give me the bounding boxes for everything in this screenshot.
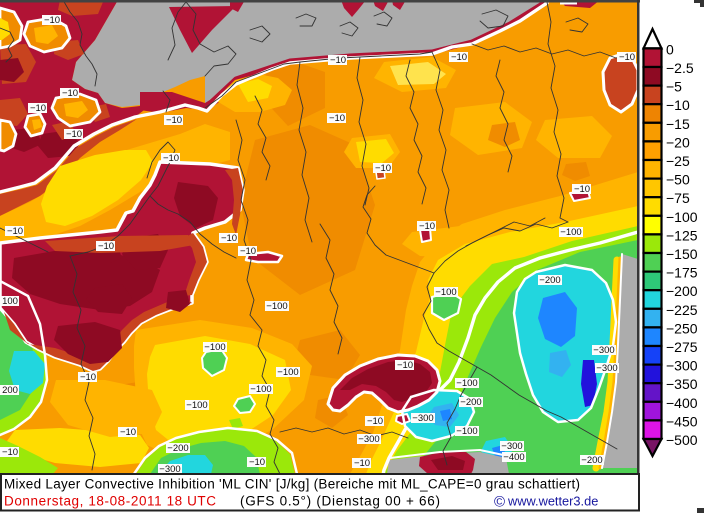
svg-text:−275: −275 <box>666 339 698 355</box>
svg-text:−10: −10 <box>240 246 256 257</box>
svg-text:−200: −200 <box>666 283 698 299</box>
svg-text:−300: −300 <box>593 345 614 356</box>
svg-text:−200: −200 <box>581 455 602 466</box>
svg-text:−400: −400 <box>666 395 698 411</box>
svg-text:−10: −10 <box>397 360 413 371</box>
svg-text:−100: −100 <box>250 384 271 395</box>
svg-text:−250: −250 <box>666 320 698 336</box>
svg-text:©: © <box>494 494 505 511</box>
svg-text:−300: −300 <box>358 434 379 445</box>
svg-text:−100: −100 <box>666 209 698 225</box>
svg-text:−300: −300 <box>159 464 180 475</box>
svg-text:−100: −100 <box>186 400 207 411</box>
svg-text:−100: −100 <box>560 227 581 238</box>
svg-text:−125: −125 <box>666 227 698 243</box>
svg-text:−10: −10 <box>375 163 391 174</box>
svg-text:−10: −10 <box>419 221 435 232</box>
svg-text:−300: −300 <box>596 363 617 374</box>
svg-text:−10: −10 <box>7 226 23 237</box>
svg-text:−10: −10 <box>80 372 96 383</box>
svg-text:−100: −100 <box>456 426 477 437</box>
svg-text:200: 200 <box>2 385 18 396</box>
svg-text:−25: −25 <box>666 153 690 169</box>
svg-text:−20: −20 <box>666 134 690 150</box>
svg-text:−10: −10 <box>329 113 345 124</box>
svg-text:−450: −450 <box>666 413 698 429</box>
svg-text:Mixed Layer Convective Inhibit: Mixed Layer Convective Inhibition 'ML CI… <box>4 477 580 492</box>
svg-text:−10: −10 <box>574 184 590 195</box>
svg-text:−10: −10 <box>163 153 179 164</box>
svg-text:−50: −50 <box>666 172 690 188</box>
svg-text:−10: −10 <box>44 15 60 26</box>
svg-text:−100: −100 <box>456 378 477 389</box>
svg-text:(GFS 0.5°) (Dienstag 00 + 66): (GFS 0.5°) (Dienstag 00 + 66) <box>240 494 440 509</box>
svg-text:−400: −400 <box>503 452 524 463</box>
svg-text:−200: −200 <box>539 275 560 286</box>
svg-text:−75: −75 <box>666 190 690 206</box>
svg-text:−10: −10 <box>98 241 114 252</box>
svg-text:−100: −100 <box>277 367 298 378</box>
svg-text:−10: −10 <box>619 52 635 63</box>
svg-text:−5: −5 <box>666 79 682 95</box>
svg-text:−10: −10 <box>367 416 383 427</box>
svg-text:−300: −300 <box>412 413 433 424</box>
svg-text:Donnerstag, 18-08-2011 18 UTC: Donnerstag, 18-08-2011 18 UTC <box>4 494 216 509</box>
svg-text:100: 100 <box>2 296 18 307</box>
svg-text:−10: −10 <box>330 55 346 66</box>
svg-text:−10: −10 <box>354 458 370 469</box>
svg-text:−10: −10 <box>66 129 82 140</box>
svg-text:−10: −10 <box>221 233 237 244</box>
svg-text:−225: −225 <box>666 302 698 318</box>
svg-text:−175: −175 <box>666 265 698 281</box>
svg-text:−300: −300 <box>666 358 698 374</box>
svg-text:−100: −100 <box>435 287 456 298</box>
svg-text:−100: −100 <box>204 342 225 353</box>
svg-text:−200: −200 <box>167 443 188 454</box>
svg-text:−2.5: −2.5 <box>666 60 694 76</box>
svg-text:−10: −10 <box>62 88 78 99</box>
svg-text:−10: −10 <box>30 103 46 114</box>
svg-text:0: 0 <box>666 41 674 57</box>
svg-text:−350: −350 <box>666 376 698 392</box>
svg-text:−10: −10 <box>120 427 136 438</box>
svg-text:www.wetter3.de: www.wetter3.de <box>507 494 598 509</box>
svg-text:−10: −10 <box>166 115 182 126</box>
svg-text:−200: −200 <box>460 397 481 408</box>
svg-text:−10: −10 <box>451 52 467 63</box>
svg-text:−150: −150 <box>666 246 698 262</box>
svg-text:−300: −300 <box>501 441 522 452</box>
svg-text:−100: −100 <box>266 301 287 312</box>
svg-text:−10: −10 <box>249 457 265 468</box>
svg-text:−500: −500 <box>666 432 698 448</box>
svg-text:−10: −10 <box>666 97 690 113</box>
svg-text:−15: −15 <box>666 116 690 132</box>
svg-text:−10: −10 <box>2 447 18 458</box>
